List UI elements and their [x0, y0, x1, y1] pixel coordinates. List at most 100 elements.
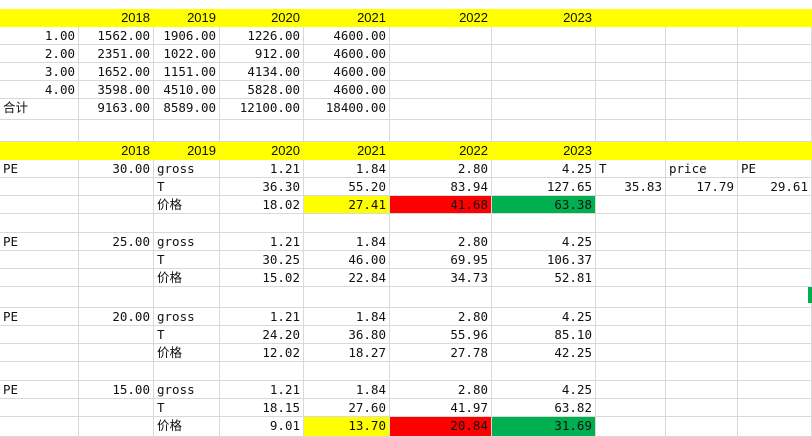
- empty-cell[interactable]: [666, 81, 738, 99]
- side-label-pe[interactable]: PE: [738, 160, 812, 178]
- empty-cell[interactable]: [390, 81, 492, 99]
- value-cell[interactable]: 4600.00: [304, 81, 390, 99]
- empty-cell[interactable]: [738, 45, 812, 63]
- row-label[interactable]: T: [154, 399, 220, 417]
- value-cell[interactable]: 55.96: [390, 326, 492, 344]
- empty-cell[interactable]: [666, 99, 738, 120]
- empty-cell[interactable]: [390, 27, 492, 45]
- value-cell[interactable]: 5828.00: [220, 81, 304, 99]
- empty-cell[interactable]: [492, 63, 596, 81]
- empty-cell[interactable]: [0, 417, 79, 437]
- side-value-price[interactable]: 17.79: [666, 178, 738, 196]
- value-cell[interactable]: 63.82: [492, 399, 596, 417]
- pe-value[interactable]: 15.00: [79, 381, 154, 399]
- value-cell[interactable]: 127.65: [492, 178, 596, 196]
- empty-cell[interactable]: [79, 287, 154, 308]
- quarter-cell[interactable]: 1.00: [0, 27, 79, 45]
- empty-cell[interactable]: [0, 287, 79, 308]
- empty-cell[interactable]: [666, 27, 738, 45]
- header-cell-2021[interactable]: 2021: [304, 142, 390, 160]
- value-cell[interactable]: 1.21: [220, 381, 304, 399]
- value-cell[interactable]: 9.01: [220, 417, 304, 437]
- empty-cell[interactable]: [738, 233, 812, 251]
- empty-cell[interactable]: [666, 269, 738, 287]
- value-cell[interactable]: 1022.00: [154, 45, 220, 63]
- empty-cell[interactable]: [596, 399, 666, 417]
- row-label[interactable]: T: [154, 326, 220, 344]
- empty-cell[interactable]: [0, 269, 79, 287]
- empty-cell[interactable]: [738, 417, 812, 437]
- header-cell-blank[interactable]: [666, 142, 738, 160]
- value-cell[interactable]: 12.02: [220, 344, 304, 362]
- value-cell[interactable]: 34.73: [390, 269, 492, 287]
- empty-cell[interactable]: [666, 326, 738, 344]
- empty-cell[interactable]: [0, 214, 79, 233]
- value-cell[interactable]: 1.84: [304, 233, 390, 251]
- pe-label[interactable]: PE: [0, 233, 79, 251]
- row-label-price[interactable]: 价格: [154, 417, 220, 437]
- value-cell[interactable]: 83.94: [390, 178, 492, 196]
- side-value-pe[interactable]: 29.61: [738, 178, 812, 196]
- row-label[interactable]: gross: [154, 233, 220, 251]
- value-cell[interactable]: 2.80: [390, 233, 492, 251]
- empty-cell[interactable]: [738, 214, 812, 233]
- empty-cell[interactable]: [666, 63, 738, 81]
- header-cell-blank[interactable]: [738, 9, 812, 27]
- value-cell[interactable]: 4.25: [492, 381, 596, 399]
- empty-cell[interactable]: [596, 233, 666, 251]
- empty-cell[interactable]: [304, 287, 390, 308]
- empty-cell[interactable]: [596, 344, 666, 362]
- empty-cell[interactable]: [390, 99, 492, 120]
- empty-cell[interactable]: [79, 196, 154, 214]
- empty-cell[interactable]: [492, 81, 596, 99]
- value-cell[interactable]: 106.37: [492, 251, 596, 269]
- empty-cell[interactable]: [666, 251, 738, 269]
- empty-cell[interactable]: [738, 287, 812, 308]
- empty-cell[interactable]: [390, 287, 492, 308]
- selection-edge-marker[interactable]: [808, 287, 812, 303]
- empty-cell[interactable]: [304, 362, 390, 381]
- highlight-red-cell[interactable]: 41.68: [390, 196, 492, 214]
- empty-cell[interactable]: [666, 120, 738, 142]
- empty-cell[interactable]: [738, 399, 812, 417]
- pe-value[interactable]: 25.00: [79, 233, 154, 251]
- empty-cell[interactable]: [596, 308, 666, 326]
- value-cell[interactable]: 1.84: [304, 160, 390, 178]
- row-label[interactable]: gross: [154, 308, 220, 326]
- value-cell[interactable]: 27.78: [390, 344, 492, 362]
- empty-cell[interactable]: [390, 45, 492, 63]
- header-cell-blank[interactable]: [0, 9, 79, 27]
- header-cell-2021[interactable]: 2021: [304, 9, 390, 27]
- highlight-green-cell[interactable]: 63.38: [492, 196, 596, 214]
- value-cell[interactable]: 4.25: [492, 308, 596, 326]
- header-cell-blank[interactable]: [0, 142, 79, 160]
- header-cell-2020[interactable]: 2020: [220, 9, 304, 27]
- value-cell[interactable]: 1562.00: [79, 27, 154, 45]
- empty-cell[interactable]: [492, 27, 596, 45]
- empty-cell[interactable]: [738, 27, 812, 45]
- header-cell-blank[interactable]: [738, 142, 812, 160]
- value-cell[interactable]: 1.21: [220, 308, 304, 326]
- value-cell[interactable]: 41.97: [390, 399, 492, 417]
- value-cell[interactable]: 1906.00: [154, 27, 220, 45]
- total-cell[interactable]: 8589.00: [154, 99, 220, 120]
- empty-cell[interactable]: [79, 417, 154, 437]
- total-cell[interactable]: 12100.00: [220, 99, 304, 120]
- empty-cell[interactable]: [0, 326, 79, 344]
- highlight-red-cell[interactable]: 20.84: [390, 417, 492, 437]
- value-cell[interactable]: 30.25: [220, 251, 304, 269]
- empty-cell[interactable]: [666, 287, 738, 308]
- empty-cell[interactable]: [0, 178, 79, 196]
- empty-cell[interactable]: [79, 269, 154, 287]
- empty-cell[interactable]: [666, 362, 738, 381]
- empty-cell[interactable]: [738, 362, 812, 381]
- value-cell[interactable]: 22.84: [304, 269, 390, 287]
- empty-cell[interactable]: [596, 381, 666, 399]
- empty-cell[interactable]: [738, 81, 812, 99]
- row-label[interactable]: gross: [154, 381, 220, 399]
- value-cell[interactable]: 4.25: [492, 160, 596, 178]
- empty-cell[interactable]: [220, 287, 304, 308]
- empty-cell[interactable]: [666, 308, 738, 326]
- empty-cell[interactable]: [596, 196, 666, 214]
- row-label[interactable]: T: [154, 178, 220, 196]
